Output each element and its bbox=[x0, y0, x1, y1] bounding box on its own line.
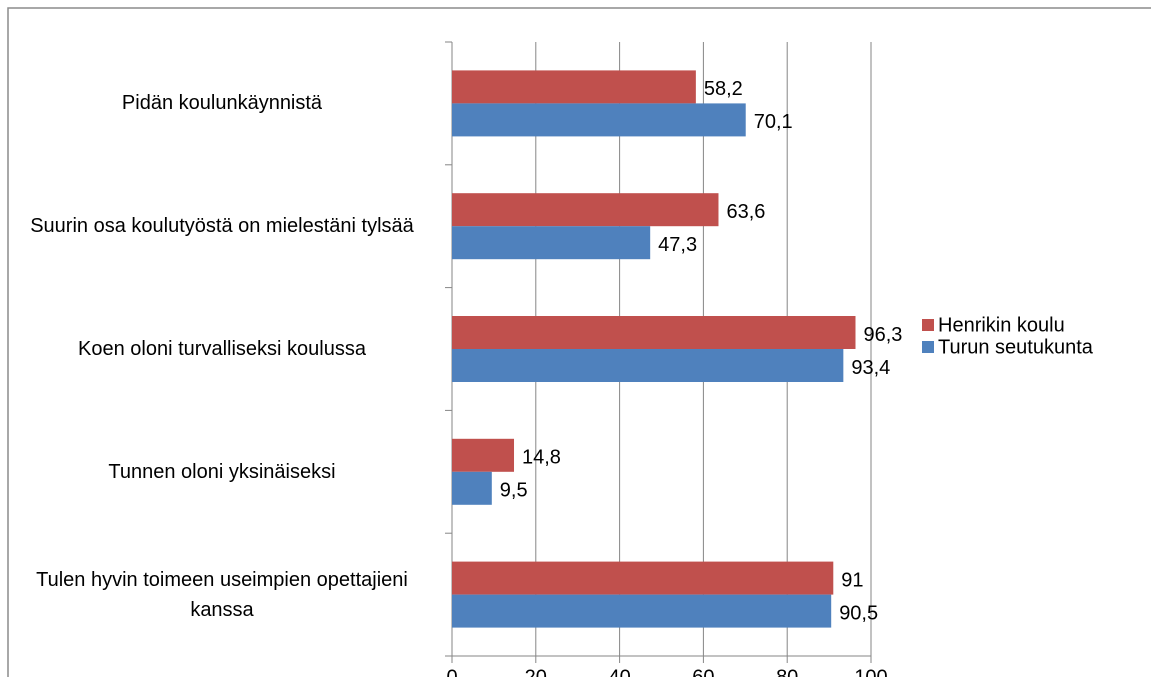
legend-label: Turun seutukunta bbox=[938, 336, 1094, 358]
value-label: 90,5 bbox=[839, 602, 878, 624]
y-tick-label: Tulen hyvin toimeen useimpien opettajien… bbox=[36, 568, 408, 621]
y-tick-label: Pidän koulunkäynnistä bbox=[121, 92, 323, 115]
bar bbox=[452, 561, 834, 595]
bar bbox=[452, 226, 651, 260]
chart-border bbox=[7, 7, 1151, 677]
x-tick-label: 80 bbox=[776, 666, 798, 677]
bar bbox=[452, 349, 844, 382]
bar bbox=[452, 438, 515, 472]
legend-label: Henrikin koulu bbox=[938, 314, 1065, 336]
legend-swatch bbox=[922, 319, 934, 331]
bar bbox=[452, 316, 856, 349]
value-label: 63,6 bbox=[726, 201, 765, 223]
x-tick-label: 40 bbox=[608, 666, 630, 677]
value-label: 47,3 bbox=[658, 234, 697, 256]
bar bbox=[452, 471, 492, 505]
value-label: 93,4 bbox=[851, 357, 890, 379]
value-label: 9,5 bbox=[500, 480, 528, 502]
value-label: 70,1 bbox=[754, 111, 793, 133]
bar bbox=[452, 193, 719, 227]
y-tick-label: Tunnen oloni yksinäiseksi bbox=[108, 460, 336, 483]
value-label: 91 bbox=[841, 569, 863, 591]
value-label: 14,8 bbox=[522, 447, 561, 469]
bar bbox=[452, 594, 832, 628]
y-tick-label: Suurin osa koulutyöstä on mielestäni tyl… bbox=[30, 215, 414, 238]
value-label: 58,2 bbox=[704, 78, 743, 100]
x-tick-label: 0 bbox=[446, 666, 457, 677]
value-label: 96,3 bbox=[863, 324, 902, 346]
x-tick-label: 20 bbox=[525, 666, 547, 677]
x-tick-label: 100 bbox=[854, 666, 887, 677]
bar bbox=[452, 103, 746, 137]
x-tick-label: 60 bbox=[692, 666, 714, 677]
bar bbox=[452, 70, 696, 104]
y-tick-label: Koen oloni turvalliseksi koulussa bbox=[78, 338, 366, 360]
legend-swatch bbox=[922, 341, 934, 353]
